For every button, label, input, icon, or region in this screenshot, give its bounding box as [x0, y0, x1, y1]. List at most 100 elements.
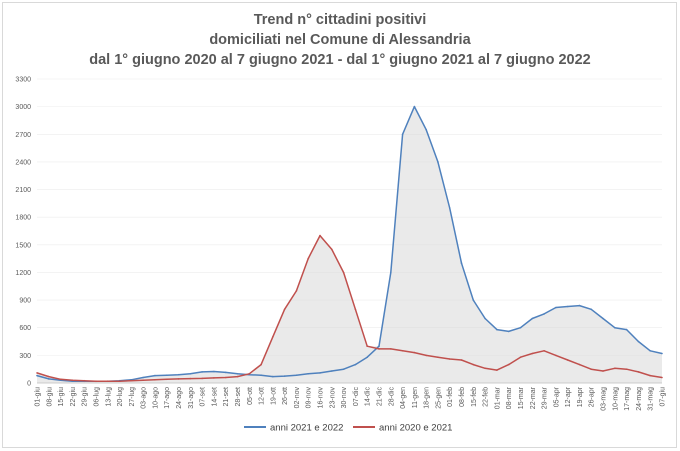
- data-point: [460, 262, 463, 265]
- data-point: [448, 207, 451, 209]
- x-tick-label: 20-lug: [117, 387, 124, 407]
- data-point: [401, 350, 404, 352]
- y-tick-label: 300: [19, 353, 31, 360]
- data-point: [602, 317, 604, 320]
- y-tick-label: 900: [19, 298, 31, 305]
- data-point: [354, 363, 357, 366]
- data-point: [484, 317, 486, 320]
- x-tick-label: 12-ott: [259, 387, 266, 405]
- y-tick-label: 1500: [15, 242, 31, 249]
- y-tick-label: 3300: [15, 77, 31, 84]
- data-point: [189, 377, 192, 380]
- data-point: [260, 363, 262, 366]
- data-point: [59, 378, 62, 381]
- x-tick-label: 01-mar: [494, 386, 501, 409]
- data-point: [413, 105, 416, 108]
- data-point: [390, 271, 392, 274]
- data-point: [437, 356, 439, 359]
- chart-title: Trend n° cittadini positivi domiciliati …: [0, 10, 680, 70]
- data-point: [614, 326, 616, 329]
- x-tick-label: 07-dic: [353, 387, 360, 407]
- x-tick-label: 05-ott: [247, 387, 254, 405]
- data-point: [531, 352, 534, 355]
- data-point: [283, 308, 286, 311]
- data-point: [342, 271, 345, 274]
- data-point: [71, 379, 74, 382]
- x-tick-label: 28-set: [235, 387, 242, 407]
- data-point: [307, 257, 310, 260]
- x-tick-label: 14-dic: [365, 387, 372, 407]
- data-point: [342, 368, 345, 371]
- data-point: [48, 378, 50, 380]
- data-point: [213, 377, 215, 379]
- x-tick-label: 15-giu: [58, 387, 65, 407]
- shaded-area: [37, 106, 662, 383]
- data-point: [425, 354, 428, 357]
- data-point: [578, 363, 581, 366]
- data-point: [331, 370, 333, 372]
- x-tick-label: 09-nov: [306, 387, 313, 409]
- data-point: [555, 306, 557, 309]
- data-point: [649, 350, 651, 352]
- x-tick-label: 27-lug: [129, 387, 136, 407]
- x-tick-label: 22-mar: [530, 386, 537, 409]
- data-point: [319, 234, 321, 237]
- data-point: [107, 380, 109, 383]
- x-tick-label: 01-giu: [35, 387, 42, 407]
- series-line: [36, 234, 663, 382]
- data-point: [390, 348, 392, 350]
- data-point: [590, 368, 592, 371]
- data-point: [566, 305, 569, 308]
- data-point: [625, 328, 628, 331]
- x-tick-label: 16-nov: [318, 387, 325, 409]
- data-point: [378, 348, 380, 350]
- data-point: [236, 373, 239, 375]
- x-tick-label: 17-mag: [624, 387, 631, 411]
- data-point: [602, 370, 604, 372]
- data-point: [83, 379, 85, 382]
- data-point: [201, 371, 203, 373]
- data-point: [496, 328, 498, 331]
- data-point: [295, 290, 298, 292]
- data-point: [118, 380, 121, 383]
- x-tick-label: 10-mag: [612, 387, 619, 411]
- data-point: [354, 308, 357, 311]
- data-point: [437, 161, 439, 163]
- data-point: [307, 373, 310, 375]
- data-point: [507, 330, 510, 333]
- data-point: [472, 363, 475, 366]
- data-point: [177, 373, 180, 376]
- data-point: [154, 379, 156, 381]
- data-point: [448, 358, 451, 360]
- x-tick-label: 17-ago: [164, 387, 171, 409]
- data-point: [460, 359, 463, 361]
- data-point: [142, 376, 144, 379]
- x-tick-label: 14-set: [211, 387, 218, 407]
- data-point: [472, 299, 475, 301]
- data-point: [649, 374, 651, 377]
- data-point: [507, 363, 510, 366]
- data-point: [224, 376, 227, 379]
- x-tick-label: 28-dic: [388, 387, 395, 407]
- data-point: [189, 373, 192, 375]
- x-tick-label: 12-apr: [565, 386, 572, 407]
- data-point: [95, 380, 97, 383]
- data-point: [260, 374, 262, 377]
- x-tick-label: 29-giu: [82, 387, 89, 407]
- data-point: [224, 371, 227, 374]
- x-tick-label: 03-mag: [601, 387, 608, 411]
- data-point: [366, 356, 369, 359]
- x-tick-label: 25-gen: [435, 387, 442, 409]
- legend-label: anni 2020 e 2021: [379, 423, 452, 434]
- data-point: [142, 379, 144, 382]
- data-point: [496, 369, 498, 371]
- x-tick-label: 06-lug: [93, 387, 100, 407]
- y-tick-label: 2400: [15, 159, 31, 166]
- data-point: [566, 359, 569, 361]
- x-tick-label: 15-mar: [518, 386, 525, 409]
- data-point: [283, 375, 286, 377]
- x-tick-label: 22-feb: [483, 387, 490, 407]
- x-tick-label: 30-nov: [341, 387, 348, 409]
- x-tick-label: 01-feb: [447, 387, 454, 407]
- data-point: [295, 374, 298, 377]
